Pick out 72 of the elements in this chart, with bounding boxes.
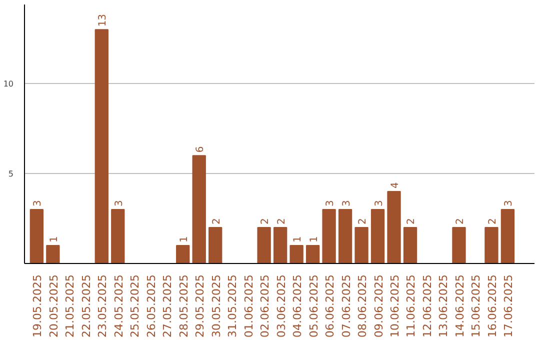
bar	[176, 245, 190, 264]
data-label: 1	[178, 236, 190, 243]
x-tick-label: 19.05.2025	[31, 274, 44, 338]
x-tick-label: 17.06.2025	[502, 274, 516, 338]
data-label: 3	[32, 200, 44, 207]
data-label: 1	[48, 236, 60, 243]
x-tick-label: 28.05.2025	[177, 274, 190, 338]
x-tick-label: 27.05.2025	[161, 274, 174, 338]
bar	[46, 245, 60, 264]
x-tick-label: 31.05.2025	[226, 274, 240, 338]
x-tick-label: 02.06.2025	[258, 274, 272, 338]
x-tick-label: 15.06.2025	[470, 274, 483, 338]
bar	[338, 209, 352, 264]
x-tick-label: 13.06.2025	[437, 274, 450, 338]
bar	[484, 227, 498, 264]
bar	[370, 209, 385, 264]
bar	[387, 191, 401, 264]
data-label: 2	[406, 218, 418, 225]
bar	[94, 29, 108, 264]
data-label: 2	[276, 218, 288, 225]
x-tick-label: 09.06.2025	[372, 274, 386, 338]
x-tick-label: 03.06.2025	[274, 274, 288, 338]
data-label: 4	[390, 182, 402, 189]
x-tick-label: 11.06.2025	[404, 274, 418, 338]
y-tick-label: 10	[3, 80, 14, 89]
data-label: 2	[211, 218, 222, 225]
bar	[354, 227, 368, 264]
bar	[306, 245, 320, 264]
x-tick-label: 21.05.2025	[64, 274, 77, 338]
data-label: 2	[260, 218, 272, 225]
bar	[192, 155, 206, 264]
bar	[452, 227, 466, 264]
x-tick-label: 01.06.2025	[242, 274, 256, 338]
data-label: 3	[504, 200, 515, 207]
x-tick-label: 06.06.2025	[324, 274, 337, 338]
data-label: 2	[487, 218, 498, 225]
x-tick-label: 29.05.2025	[194, 274, 207, 338]
x-tick-label: 30.05.2025	[210, 274, 223, 338]
x-tick-label: 16.06.2025	[486, 274, 499, 338]
bar	[500, 209, 515, 264]
data-label: 6	[195, 146, 206, 153]
bar	[290, 245, 304, 264]
y-tick-label: 5	[8, 170, 14, 179]
data-label: 13	[98, 14, 109, 27]
x-tick-label: 05.06.2025	[307, 274, 320, 338]
x-tick-label: 24.05.2025	[112, 274, 126, 338]
bar	[111, 209, 125, 264]
x-tick-label: 25.05.2025	[128, 274, 142, 338]
data-label: 2	[454, 218, 466, 225]
x-tick-label: 20.05.2025	[47, 274, 60, 338]
x-tick-label: 14.06.2025	[453, 274, 466, 338]
x-tick-label: 22.05.2025	[80, 274, 93, 338]
x-tick-label: 26.05.2025	[144, 274, 158, 338]
x-tick-label: 23.05.2025	[96, 274, 110, 338]
data-label: 3	[341, 200, 352, 207]
bar	[30, 209, 44, 264]
x-tick-label: 07.06.2025	[340, 274, 353, 338]
bar	[403, 227, 418, 264]
data-label: 3	[374, 200, 385, 207]
data-label: 1	[308, 236, 320, 243]
data-label: 1	[292, 236, 304, 243]
x-tick-label: 08.06.2025	[356, 274, 370, 338]
data-label: 3	[114, 200, 125, 207]
data-label: 3	[325, 200, 336, 207]
bar	[257, 227, 271, 264]
bar	[322, 209, 336, 264]
bar	[273, 227, 288, 264]
x-tick-label: 10.06.2025	[388, 274, 402, 338]
bar	[208, 227, 222, 264]
x-tick-label: 04.06.2025	[291, 274, 304, 338]
x-tick-label: 12.06.2025	[420, 274, 434, 338]
data-label: 2	[358, 218, 369, 225]
